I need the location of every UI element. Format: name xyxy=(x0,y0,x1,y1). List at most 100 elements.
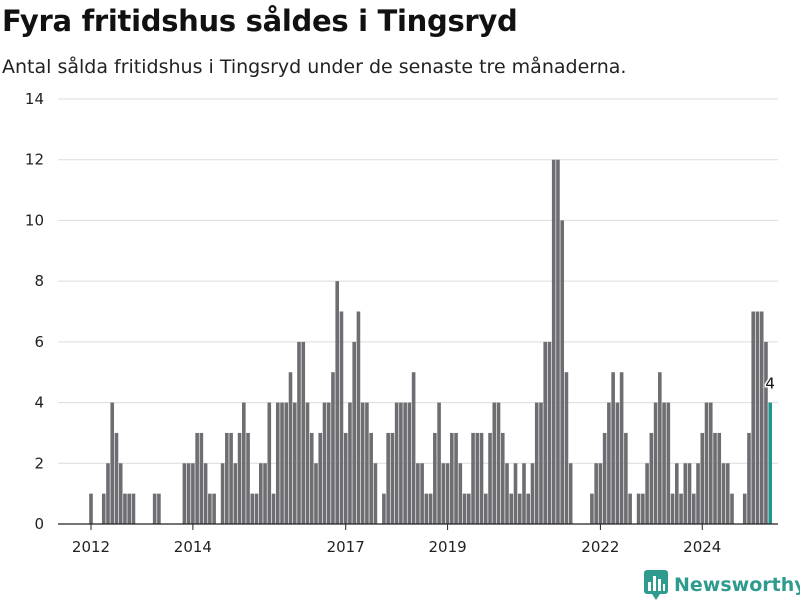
bar xyxy=(700,432,705,524)
bar xyxy=(356,311,361,524)
y-tick-label: 4 xyxy=(34,394,44,412)
bar xyxy=(118,463,123,524)
bar xyxy=(106,463,110,524)
bar xyxy=(560,220,564,524)
bar xyxy=(420,463,424,524)
bar xyxy=(428,493,433,524)
bar xyxy=(615,402,620,524)
bar xyxy=(458,463,463,524)
bar xyxy=(602,432,607,524)
bar xyxy=(445,463,450,524)
bar xyxy=(547,341,552,524)
bar-chart-icon xyxy=(644,570,668,600)
bar xyxy=(675,463,679,524)
x-tick-label: 2014 xyxy=(174,538,212,556)
bar xyxy=(411,372,416,524)
bar xyxy=(607,402,611,524)
bar xyxy=(662,402,666,524)
bar xyxy=(725,463,730,524)
bar xyxy=(509,493,514,524)
bar xyxy=(365,402,369,524)
bar xyxy=(288,372,293,524)
bar xyxy=(530,463,535,524)
bar xyxy=(229,432,233,524)
bars xyxy=(89,159,772,524)
bar xyxy=(696,463,700,524)
bar xyxy=(348,402,352,524)
bar xyxy=(373,463,378,524)
newsworthy-logo: Newsworthy xyxy=(644,570,800,600)
bar xyxy=(658,372,662,524)
bar xyxy=(679,493,683,524)
chart-title: Fyra fritidshus såldes i Tingsryd xyxy=(2,4,518,38)
bar xyxy=(254,493,259,524)
bar xyxy=(433,432,437,524)
bar xyxy=(191,463,195,524)
bar xyxy=(225,432,229,524)
bar xyxy=(369,432,373,524)
bar xyxy=(513,463,518,524)
x-tick-label: 2022 xyxy=(581,538,619,556)
bar xyxy=(759,311,764,524)
bar xyxy=(416,463,420,524)
y-tick-label: 8 xyxy=(34,272,44,290)
bar xyxy=(475,432,480,524)
x-tick-label: 2019 xyxy=(428,538,466,556)
y-tick-label: 10 xyxy=(25,211,44,229)
bar xyxy=(492,402,497,524)
y-tick-label: 14 xyxy=(25,90,44,108)
bar xyxy=(271,493,276,524)
bar xyxy=(110,402,115,524)
bar xyxy=(534,402,539,524)
bar xyxy=(339,311,344,524)
bar xyxy=(666,402,671,524)
bar xyxy=(768,402,772,524)
bar xyxy=(127,493,132,524)
x-tick-label: 2012 xyxy=(72,538,110,556)
bar xyxy=(331,372,335,524)
bar xyxy=(89,493,93,524)
bar xyxy=(322,402,327,524)
bar xyxy=(742,493,747,524)
bar xyxy=(242,402,246,524)
y-tick-label: 12 xyxy=(25,151,44,169)
y-tick-label: 0 xyxy=(34,515,44,533)
bar xyxy=(360,402,365,524)
bar xyxy=(250,493,255,524)
bar xyxy=(152,493,157,524)
bar xyxy=(747,432,751,524)
bar xyxy=(500,432,505,524)
x-axis: 2012 2014 2017 2019 2022 2024 xyxy=(72,524,721,556)
bar xyxy=(309,432,314,524)
bar xyxy=(246,432,250,524)
bar xyxy=(292,402,297,524)
bar xyxy=(424,493,429,524)
bar xyxy=(394,402,399,524)
bar xyxy=(301,341,306,524)
bar xyxy=(305,402,310,524)
bar xyxy=(195,432,199,524)
bar xyxy=(343,432,348,524)
bar xyxy=(564,372,569,524)
bar xyxy=(390,432,395,524)
bar xyxy=(730,493,734,524)
bar xyxy=(259,463,263,524)
x-tick-label: 2017 xyxy=(327,538,365,556)
bar xyxy=(203,463,208,524)
bar xyxy=(543,341,548,524)
bar xyxy=(284,402,289,524)
bar xyxy=(462,493,467,524)
bar xyxy=(314,463,318,524)
bar xyxy=(691,493,696,524)
bar xyxy=(212,493,216,524)
chart-subtitle: Antal sålda fritidshus i Tingsryd under … xyxy=(2,56,627,78)
bar xyxy=(280,402,284,524)
bar xyxy=(382,493,386,524)
bar xyxy=(755,311,760,524)
bar xyxy=(297,341,301,524)
bar xyxy=(517,493,522,524)
bar xyxy=(157,493,161,524)
bar xyxy=(645,463,649,524)
bar xyxy=(483,493,488,524)
bar xyxy=(318,432,323,524)
